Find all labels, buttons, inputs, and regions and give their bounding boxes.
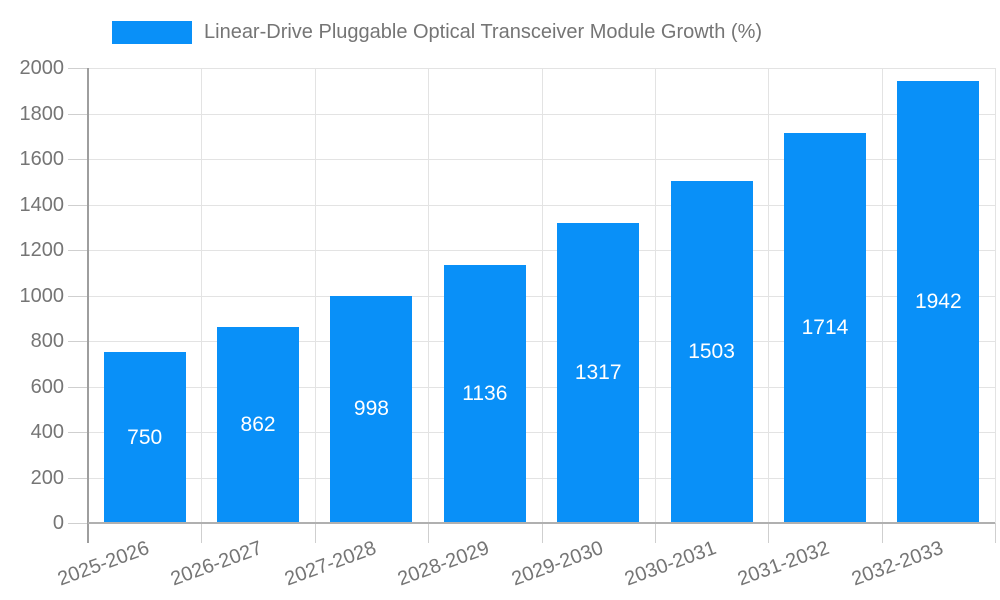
y-axis-label: 2000 [19, 57, 65, 79]
y-axis-label: 1200 [19, 239, 65, 261]
y-tick-mark [68, 432, 88, 433]
y-axis-line [87, 68, 89, 543]
y-axis-label: 1400 [19, 193, 65, 216]
legend: Linear-Drive Pluggable Optical Transceiv… [0, 0, 1000, 55]
bar-value-label: 1317 [574, 361, 622, 385]
y-tick-mark [68, 204, 88, 206]
x-axis-label: 2026-2027 [168, 537, 266, 591]
y-axis-label: 0 [52, 512, 64, 534]
bar-value-label: 1942 [914, 290, 962, 314]
y-tick-mark [68, 523, 88, 524]
x-gridline [314, 68, 316, 523]
bar-value-label: 1503 [688, 340, 735, 364]
x-gridline [654, 68, 656, 523]
x-tick-mark [314, 523, 316, 543]
bar-value-label: 1714 [801, 316, 849, 340]
bar [557, 223, 640, 523]
bar-value-label: 998 [353, 397, 389, 421]
y-tick-mark [68, 113, 88, 115]
x-tick-mark [881, 523, 883, 543]
legend-label: Linear-Drive Pluggable Optical Transceiv… [204, 21, 763, 43]
y-axis-label: 600 [30, 375, 64, 398]
x-axis-label: 2027-2028 [281, 537, 379, 591]
x-tick-mark [654, 523, 656, 543]
y-axis-label: 1600 [19, 148, 65, 170]
y-tick-mark [68, 68, 88, 69]
x-axis-label: 2029-2030 [508, 537, 606, 591]
x-axis-line [88, 522, 995, 524]
y-axis-label: 1800 [19, 102, 65, 125]
bar [443, 264, 526, 523]
y-axis-label: 1000 [19, 284, 65, 307]
y-tick-mark [68, 477, 88, 479]
x-tick-mark [428, 523, 430, 543]
x-axis-label: 2032-2033 [848, 537, 946, 591]
x-gridline [541, 68, 543, 523]
legend-swatch [112, 21, 192, 44]
x-tick-mark [995, 523, 996, 543]
bar [217, 326, 300, 523]
x-axis-label: 2031-2032 [735, 537, 833, 591]
y-tick-mark [68, 250, 88, 251]
x-axis-label: 2028-2029 [394, 537, 493, 591]
y-tick-mark [68, 159, 88, 160]
y-axis-label: 400 [30, 421, 64, 443]
bar [103, 352, 186, 523]
x-gridline [995, 68, 996, 523]
x-gridline [428, 68, 430, 523]
x-tick-mark [768, 523, 770, 543]
y-axis-label: 800 [30, 330, 64, 352]
bar-value-label: 1136 [462, 381, 508, 405]
y-tick-mark [68, 295, 88, 297]
x-tick-mark [201, 523, 203, 543]
bar [670, 181, 753, 523]
x-gridline [201, 68, 203, 523]
bar [783, 133, 866, 523]
bar [897, 81, 980, 523]
y-axis-label: 200 [30, 466, 64, 489]
bar-value-label: 862 [240, 412, 276, 436]
x-axis-label: 2030-2031 [621, 537, 720, 591]
x-gridline [881, 68, 883, 523]
x-axis-label: 2025-2026 [54, 537, 153, 591]
y-tick-mark [68, 386, 88, 388]
bar [330, 295, 413, 523]
x-tick-mark [541, 523, 543, 543]
y-tick-mark [68, 341, 88, 342]
x-gridline [768, 68, 770, 523]
bar-value-label: 750 [127, 425, 163, 449]
